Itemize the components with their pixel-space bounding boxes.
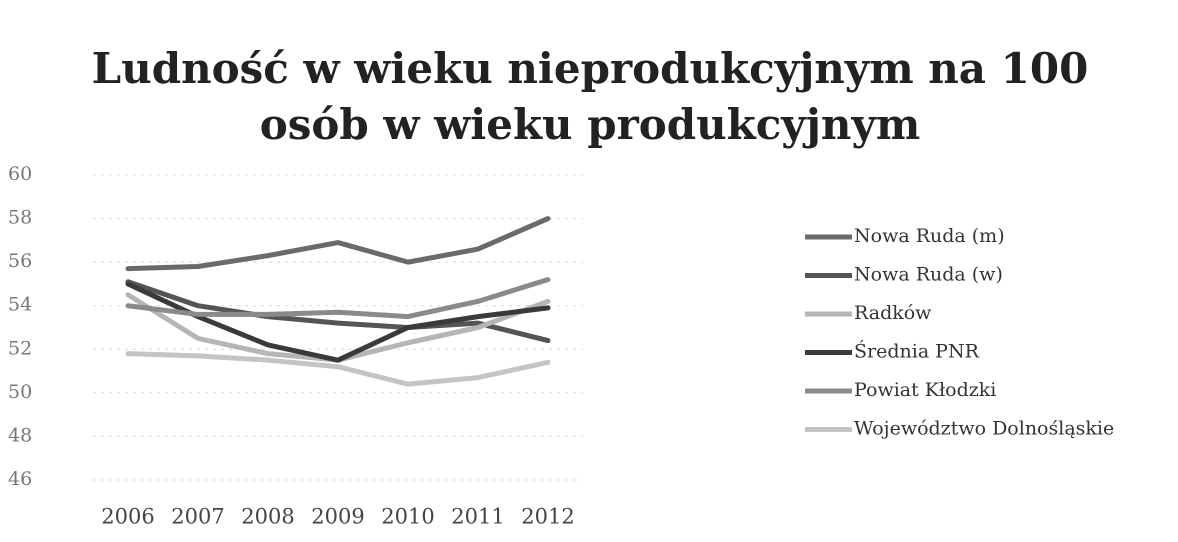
y-tick-label: 54 [8, 294, 32, 316]
legend-label: Nowa Ruda (w) [854, 264, 1003, 286]
chart-title: osób w wieku produkcyjnym [260, 100, 921, 149]
x-tick-label: 2012 [521, 505, 574, 529]
x-tick-label: 2008 [241, 505, 294, 529]
legend-label: Województwo Dolnośląskie [854, 418, 1114, 440]
legend-label: Powiat Kłodzki [854, 379, 996, 401]
legend-label: Średnia PNR [854, 340, 980, 363]
series-line [125, 351, 551, 387]
y-tick-label: 46 [8, 468, 32, 490]
legend-label: Radków [854, 302, 932, 324]
x-tick-label: 2010 [381, 505, 434, 529]
x-tick-label: 2006 [101, 505, 154, 529]
y-tick-label: 50 [8, 381, 32, 403]
y-tick-label: 52 [8, 337, 32, 359]
chart-title: Ludność w wieku nieprodukcyjnym na 100 [92, 44, 1089, 93]
x-tick-label: 2009 [311, 505, 364, 529]
series-line [125, 216, 551, 272]
y-tick-label: 58 [8, 207, 32, 229]
y-tick-label: 56 [8, 250, 32, 272]
legend-label: Nowa Ruda (m) [854, 225, 1005, 247]
series-line [125, 277, 551, 320]
x-tick-label: 2011 [451, 505, 504, 529]
series-line [125, 279, 551, 344]
x-tick-label: 2007 [171, 505, 224, 529]
y-tick-label: 60 [8, 163, 32, 185]
y-tick-label: 48 [8, 424, 32, 446]
